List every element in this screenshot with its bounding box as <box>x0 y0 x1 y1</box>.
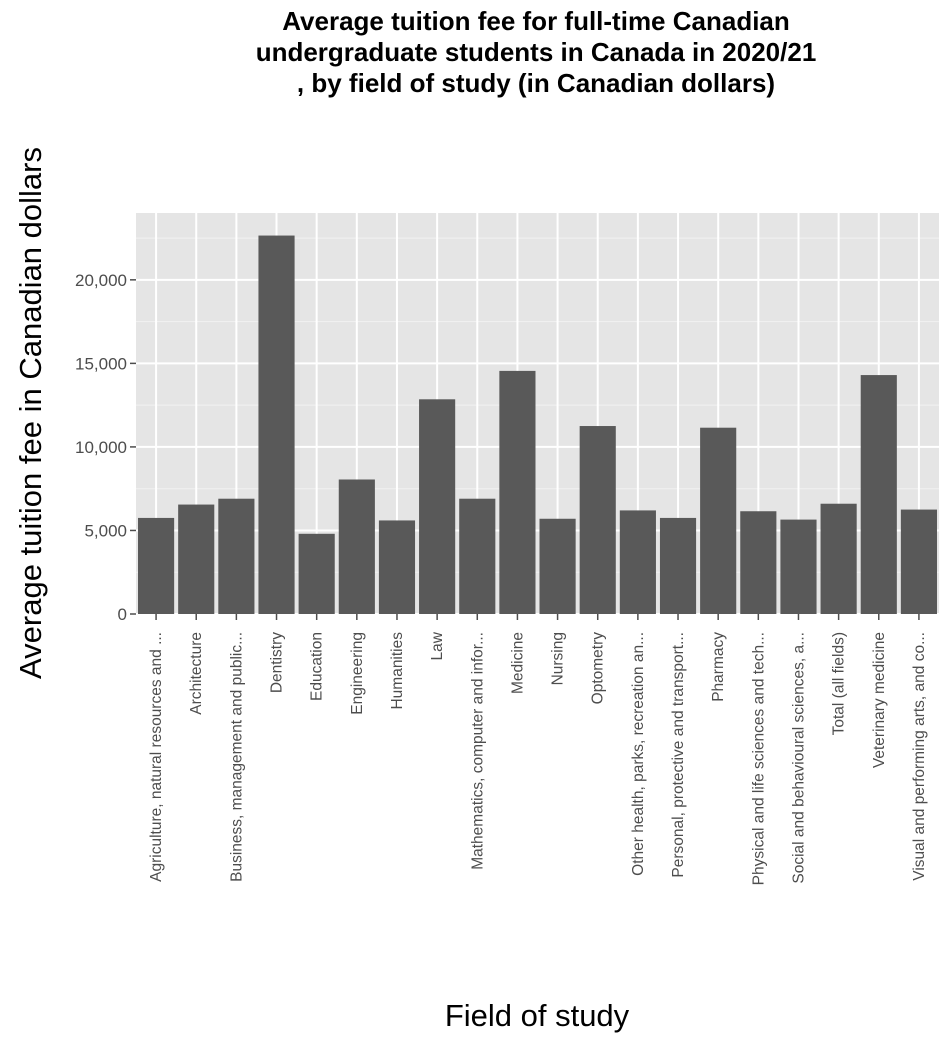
bar <box>780 519 817 614</box>
chart-title-line-1: Average tuition fee for full-time Canadi… <box>282 6 790 36</box>
bar <box>579 426 616 614</box>
bar <box>338 479 375 614</box>
x-tick-label: Architecture <box>188 632 205 715</box>
bar <box>900 509 937 614</box>
x-tick-label: Humanities <box>389 632 406 710</box>
x-tick-label: Business, management and public... <box>228 632 245 882</box>
x-tick-label: Agriculture, natural resources and ... <box>148 632 165 882</box>
bar <box>459 498 496 614</box>
x-tick-label: Optometry <box>590 632 607 705</box>
y-axis: 0 5,000 10,000 15,000 20,000 <box>75 271 136 624</box>
bar <box>138 517 175 614</box>
x-tick-label: Nursing <box>550 632 567 685</box>
bar <box>860 375 897 614</box>
x-tick-label: Physical and life sciences and tech... <box>750 632 767 885</box>
y-tick-label: 15,000 <box>75 354 127 373</box>
bars <box>138 235 937 614</box>
x-tick-label: Medicine <box>509 632 526 694</box>
x-tick-label: Mathematics, computer and infor... <box>469 632 486 870</box>
bar <box>740 511 777 614</box>
x-tick-label: Personal, protective and transport... <box>670 632 687 878</box>
chart-title-line-2: undergraduate students in Canada in 2020… <box>255 37 817 67</box>
bar <box>419 399 456 614</box>
x-tick-label: Visual and performing arts, and co... <box>911 632 928 881</box>
x-tick-label: Social and behavioural sciences, a... <box>790 632 807 884</box>
bar <box>820 503 857 614</box>
bar <box>298 533 335 614</box>
x-tick-label: Dentistry <box>269 632 286 693</box>
x-tick-label: Veterinary medicine <box>871 632 888 768</box>
x-axis-title: Field of study <box>445 998 630 1033</box>
bar <box>218 498 255 614</box>
x-tick-label: Pharmacy <box>710 632 727 702</box>
bar <box>539 518 576 614</box>
x-axis: Agriculture, natural resources and ... Ar… <box>148 614 928 885</box>
y-tick-label: 5,000 <box>84 521 127 540</box>
bar <box>178 504 215 614</box>
y-tick-label: 20,000 <box>75 271 127 290</box>
y-axis-title: Average tuition fee in Canadian dollars <box>13 147 48 679</box>
plot-panel <box>136 213 939 614</box>
x-tick-label: Law <box>429 631 446 660</box>
x-tick-label: Total (all fields) <box>831 632 848 735</box>
bar <box>700 427 737 614</box>
x-tick-label: Engineering <box>349 632 366 715</box>
bar <box>258 235 295 614</box>
x-tick-label: Education <box>309 632 326 701</box>
bar <box>499 370 536 614</box>
bar <box>659 517 697 614</box>
bar <box>619 510 656 614</box>
y-tick-label: 0 <box>118 605 127 624</box>
y-tick-label: 10,000 <box>75 438 127 457</box>
chart-title-line-3: , by field of study (in Canadian dollars… <box>296 68 776 98</box>
bar <box>378 520 416 614</box>
chart-title: Average tuition fee for full-time Canadi… <box>180 6 892 99</box>
x-tick-label: Other health, parks, recreation an... <box>630 632 647 876</box>
